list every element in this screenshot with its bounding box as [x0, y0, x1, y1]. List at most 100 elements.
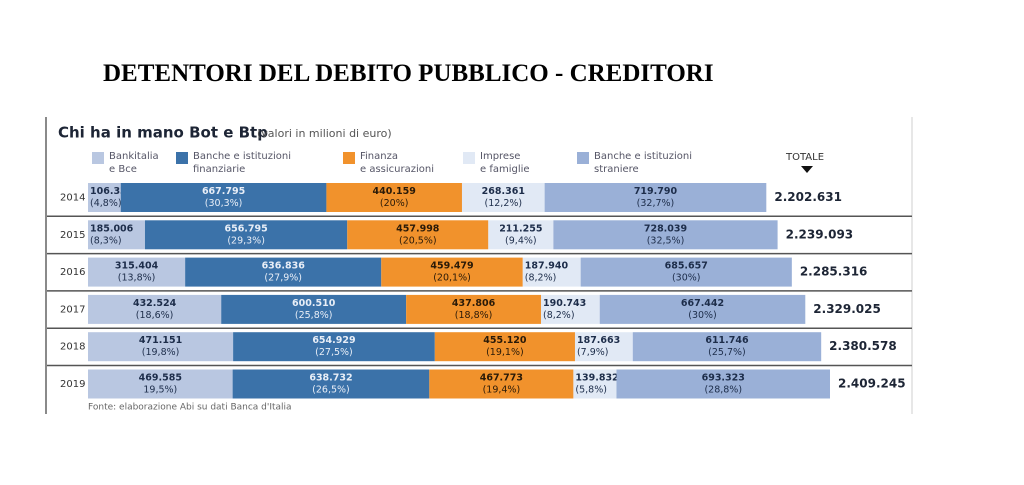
legend-label: Imprese e famiglie — [480, 151, 530, 175]
bar-segment — [120, 183, 327, 212]
value-label: 600.510 — [292, 298, 336, 309]
share-label: (30%) — [672, 273, 701, 284]
y-tick-label: 2018 — [60, 342, 85, 353]
value-label: 611.746 — [705, 335, 749, 346]
total-arrow — [801, 166, 813, 173]
bar-segment — [461, 183, 545, 212]
legend-swatch — [176, 152, 188, 164]
share-label: (8,2%) — [525, 273, 557, 284]
legend-swatch — [463, 152, 475, 164]
bar-segment — [580, 257, 792, 287]
bar-segment — [326, 183, 462, 212]
bar-segment — [185, 257, 382, 287]
share-label: (20,1%) — [433, 273, 471, 284]
share-label: (19,1%) — [486, 347, 524, 358]
y-tick-label: 2019 — [60, 379, 85, 390]
value-label: 685.657 — [665, 261, 708, 272]
share-label: (32,7%) — [637, 198, 675, 209]
chart-title: Chi ha in mano Bot e Btp — [58, 124, 268, 142]
value-label: 636.836 — [262, 261, 306, 272]
bar-segment — [434, 332, 575, 362]
value-label: 459.479 — [430, 261, 473, 272]
bar-segment — [88, 294, 222, 324]
share-label: (7,9%) — [577, 347, 609, 358]
bar-segment — [573, 369, 617, 399]
value-label: 315.404 — [115, 261, 159, 272]
value-label: 432.524 — [133, 298, 177, 309]
share-label: (30,3%) — [205, 198, 243, 209]
bar-segment — [488, 220, 554, 250]
value-label: 187.940 — [525, 261, 569, 272]
share-label: (4,8%) — [90, 198, 122, 209]
value-label: 467.773 — [480, 373, 523, 384]
total-label: 2.409.245 — [838, 377, 906, 391]
value-label: 654.929 — [312, 335, 355, 346]
bar-segment — [347, 220, 489, 250]
value-label: 185.006 — [90, 223, 134, 234]
y-tick-label: 2014 — [60, 193, 85, 204]
bar-segment — [540, 294, 600, 324]
value-label: 638.732 — [309, 373, 352, 384]
bar-segment — [429, 369, 574, 399]
bar-segment — [522, 257, 581, 287]
total-label: 2.285.316 — [800, 265, 868, 279]
share-label: (25,8%) — [295, 310, 333, 321]
total-label: 2.202.631 — [774, 190, 842, 204]
total-label: 2.380.578 — [829, 339, 897, 353]
y-tick-label: 2017 — [60, 304, 85, 315]
source-note: Fonte: elaborazione Abi su dati Banca d'… — [88, 403, 292, 413]
y-tick-label: 2015 — [60, 230, 85, 241]
bar-segment — [88, 257, 186, 287]
legend-label: Bankitalia e Bce — [109, 151, 159, 175]
bar-segment — [88, 332, 234, 362]
share-label: (25,7%) — [708, 347, 746, 358]
bar-segment — [406, 294, 541, 324]
chart-subtitle: (valori in milioni di euro) — [257, 127, 392, 140]
page-heading: DETENTORI DEL DEBITO PUBBLICO - CREDITOR… — [103, 60, 714, 87]
legend-label: Banche e istituzioni finanziarie — [193, 151, 292, 175]
share-label: (29,3%) — [227, 235, 265, 246]
total-label: 2.329.025 — [813, 302, 881, 316]
bar-segment — [144, 220, 348, 250]
bar-segment — [233, 332, 435, 362]
value-label: 469.585 — [139, 373, 182, 384]
value-label: 139.832 — [575, 373, 618, 384]
share-label: 19,5%) — [143, 385, 177, 396]
bar-segment — [88, 183, 121, 212]
share-label: (26,5%) — [312, 385, 350, 396]
share-label: (32,5%) — [647, 235, 685, 246]
share-label: (20%) — [380, 198, 409, 209]
legend-label: Finanza e assicurazioni — [360, 151, 434, 175]
bar-segment — [632, 332, 822, 362]
share-label: (8,3%) — [90, 235, 122, 246]
legend-swatch — [343, 152, 355, 164]
value-label: 187.663 — [577, 335, 620, 346]
bar-segment — [574, 332, 633, 362]
legend-swatch — [577, 152, 589, 164]
bar-segment — [88, 220, 145, 250]
value-label: 728.039 — [644, 223, 687, 234]
share-label: (12,2%) — [485, 198, 523, 209]
share-label: (19,4%) — [483, 385, 521, 396]
value-label: 268.361 — [482, 186, 525, 197]
value-label: 471.151 — [139, 335, 182, 346]
bar-segment — [381, 257, 523, 287]
bar-segment — [616, 369, 830, 399]
share-label: (18,6%) — [136, 310, 174, 321]
value-label: 667.795 — [202, 186, 245, 197]
share-label: (8,2%) — [543, 310, 575, 321]
bar-segment — [232, 369, 430, 399]
value-label: 190.743 — [543, 298, 586, 309]
value-label: 440.159 — [373, 186, 416, 197]
share-label: (28,8%) — [704, 385, 742, 396]
legend-label: Banche e istituzioni straniere — [594, 151, 693, 175]
bar-segment — [88, 369, 233, 399]
share-label: (27,5%) — [315, 347, 353, 358]
share-label: (27,9%) — [264, 273, 302, 284]
value-label: 106.335 — [90, 186, 133, 197]
value-label: 719.790 — [634, 186, 678, 197]
value-label: 656.795 — [224, 223, 267, 234]
share-label: (19,8%) — [142, 347, 180, 358]
